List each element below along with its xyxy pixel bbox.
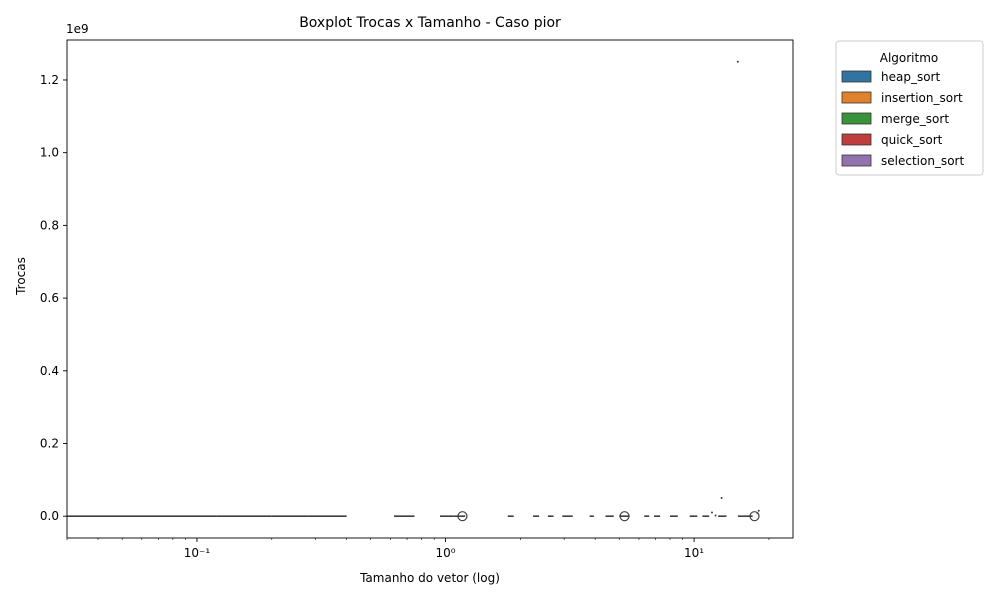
x-tick-label: 10⁻¹ [184,546,211,560]
chart-title: Boxplot Trocas x Tamanho - Caso pior [299,15,561,31]
axes-frame [66,39,794,539]
axes: 0.0 0.2 0.4 0.6 0.8 1.0 1.2 10⁻¹ 10⁰ 10¹ [40,39,794,560]
y-tick-label: 0.0 [40,509,59,523]
y-tick-label: 1.0 [40,146,59,160]
outlier-point [720,497,723,500]
legend-swatch [841,133,872,146]
legend-label: heap_sort [881,70,940,84]
outlier-point [756,512,759,515]
y-tick-label: 1.2 [40,73,59,87]
outlier-point [736,60,739,63]
legend-swatch [841,70,872,83]
legend: Algoritmo heap_sort insertion_sort merge_s… [835,40,984,176]
legend-swatch [841,154,872,167]
y-axis-label: Trocas [14,257,28,296]
outlier-point [619,511,630,522]
legend-swatch [841,112,872,125]
outlier-point [749,511,760,522]
outlier-point [714,514,717,517]
legend-swatch [841,91,872,104]
y-tick-label: 0.8 [40,218,59,232]
legend-frame [835,40,984,176]
outlier-point [457,511,468,522]
y-tick-label: 0.2 [40,436,59,450]
y-tick-label: 0.6 [40,291,59,305]
legend-label: quick_sort [881,133,943,147]
plot-area [67,60,760,522]
outlier-point [710,511,713,514]
x-tick-label: 10⁰ [435,546,455,560]
y-axis-offset-label: 1e9 [66,22,89,36]
legend-title: Algoritmo [880,51,939,65]
x-axis-label: Tamanho do vetor (log) [359,571,500,585]
legend-label: merge_sort [881,112,949,126]
legend-label: insertion_sort [881,91,963,105]
outlier-point [757,509,760,512]
y-tick-label: 0.4 [40,364,59,378]
legend-label: selection_sort [881,154,964,168]
x-tick-label: 10¹ [684,546,704,560]
